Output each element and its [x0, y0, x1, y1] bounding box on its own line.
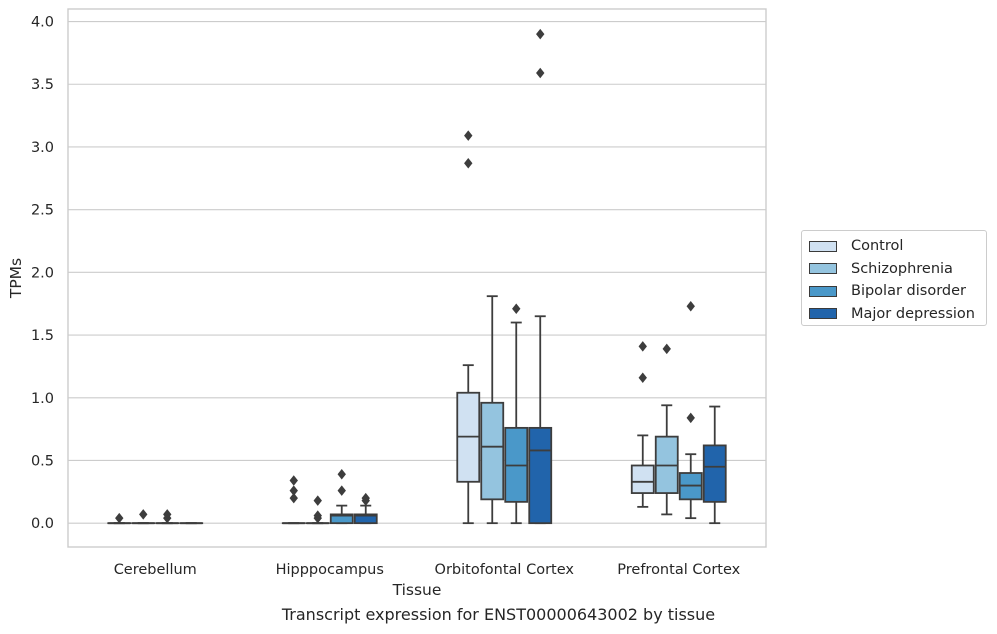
box	[480, 401, 505, 501]
outlier-point	[289, 492, 298, 504]
box	[353, 513, 378, 525]
x-tick-label: Orbitofontal Cortex	[435, 562, 575, 578]
legend-swatch	[809, 263, 837, 274]
box	[702, 444, 727, 503]
legend: Control Schizophrenia Bipolar disorder Majo…	[801, 230, 987, 326]
outlier-point	[313, 510, 322, 521]
y-tick-label: 2.5	[31, 203, 54, 219]
outlier-point	[289, 475, 298, 486]
outlier-point	[337, 485, 346, 496]
outlier-point	[536, 67, 545, 79]
legend-label: Bipolar disorder	[851, 283, 966, 299]
x-tick-label: Cerebellum	[114, 562, 197, 578]
legend-item: Control	[809, 237, 903, 255]
box	[630, 464, 655, 494]
legend-swatch	[809, 240, 837, 252]
y-tick-label: 3.5	[31, 77, 54, 93]
box	[329, 513, 354, 525]
y-tick-label: 0.5	[31, 453, 54, 469]
legend-swatch	[809, 308, 837, 319]
y-tick-label: 1.0	[31, 391, 54, 407]
outlier-point	[361, 492, 370, 504]
legend-label: Major depression	[851, 305, 975, 322]
outlier-point	[289, 485, 298, 496]
outlier-point	[638, 341, 647, 352]
plot-frame	[67, 8, 767, 548]
y-tick-label: 3.0	[31, 140, 54, 156]
y-tick-label: 2.0	[31, 265, 54, 281]
legend-label: Control	[851, 238, 904, 254]
legend-item: Bipolar disorder	[809, 282, 966, 300]
x-tick-label: Prefrontal Cortex	[617, 562, 740, 578]
outlier-point	[139, 509, 148, 520]
x-axis-label: Tissue	[392, 581, 442, 599]
outlier-point	[337, 469, 346, 480]
box	[528, 426, 553, 525]
figure-caption: Transcript expression for ENST0000064300…	[281, 605, 716, 624]
outlier-point	[686, 300, 695, 312]
outlier-point	[512, 303, 521, 314]
outlier-point	[115, 512, 124, 524]
legend-item: Major depression	[809, 305, 975, 323]
legend-item: Schizophrenia	[809, 260, 953, 278]
y-tick-label: 4.0	[31, 15, 54, 31]
legend-swatch	[809, 285, 837, 297]
outlier-point	[464, 158, 473, 169]
x-tick-label: Hipppocampus	[276, 562, 384, 578]
y-tick-label: 1.5	[31, 328, 54, 344]
y-axis-label: TPMs	[7, 258, 25, 299]
outlier-point	[686, 412, 695, 424]
outlier-point	[313, 495, 322, 506]
outlier-point	[464, 130, 473, 141]
y-tick-label: 0.0	[31, 516, 54, 532]
outlier-point	[638, 372, 647, 383]
outlier-point	[662, 343, 671, 355]
outlier-point	[163, 509, 172, 520]
legend-label: Schizophrenia	[851, 260, 953, 277]
outlier-point	[536, 28, 545, 40]
